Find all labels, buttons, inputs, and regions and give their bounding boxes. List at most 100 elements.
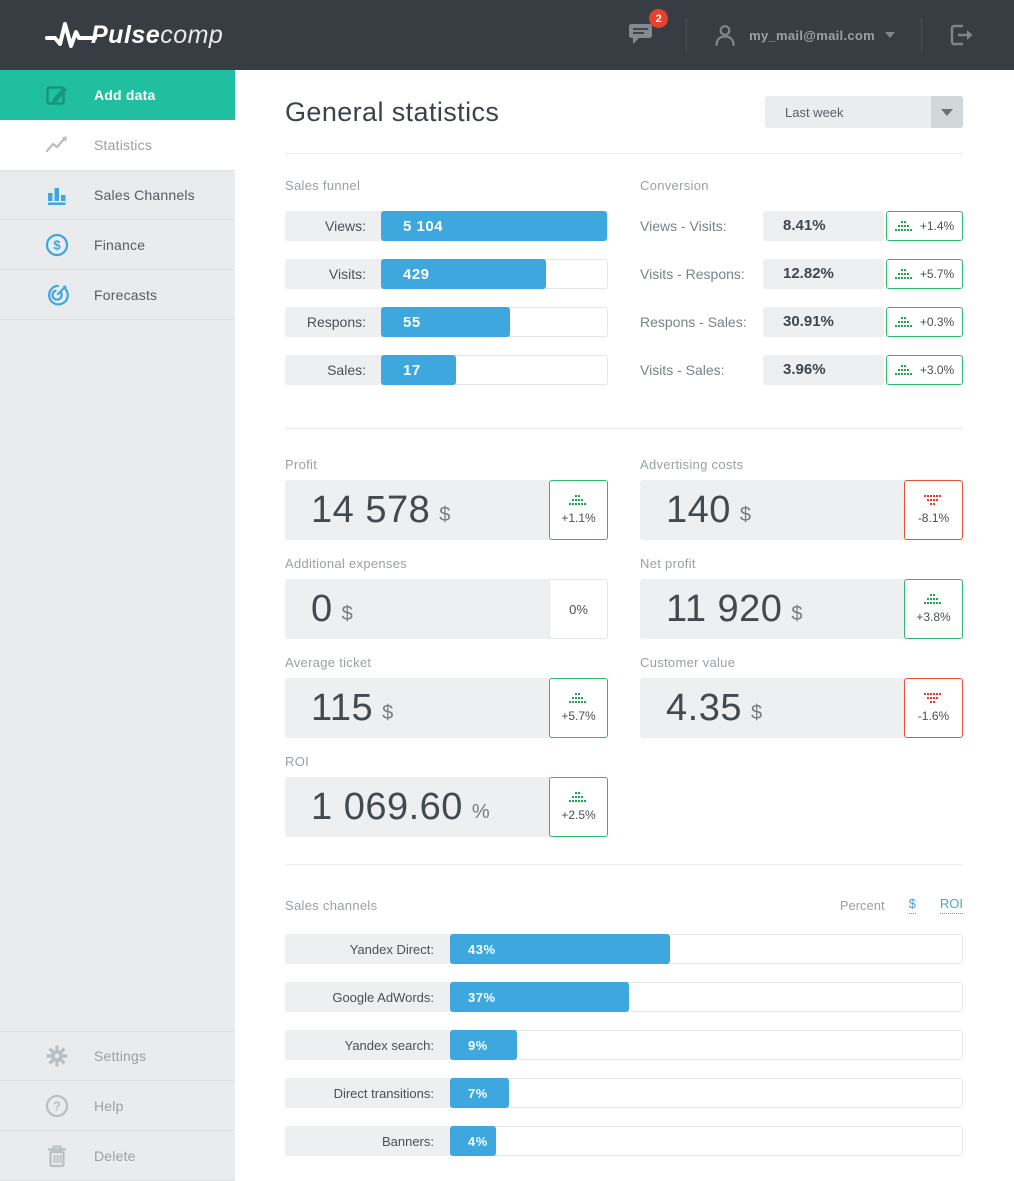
edit-icon bbox=[44, 83, 70, 107]
period-select-value: Last week bbox=[785, 104, 844, 120]
svg-text:?: ? bbox=[53, 1098, 61, 1113]
channel-bar-fill: 7% bbox=[450, 1078, 509, 1108]
trend-badge: -8.1% bbox=[904, 480, 963, 540]
user-email: my_mail@mail.com bbox=[749, 27, 875, 43]
help-icon: ? bbox=[44, 1094, 70, 1118]
trend-badge: +1.1% bbox=[549, 480, 608, 540]
trend-badge: -1.6% bbox=[904, 678, 963, 738]
kpi-value-box: 1 069.60 % +2.5% bbox=[285, 777, 608, 837]
kpi-advertising-costs: Advertising costs 140 $ -8.1% bbox=[640, 457, 963, 540]
conversion-value: 8.41% bbox=[763, 211, 884, 241]
conversion-section: Conversion Views - Visits: 8.41% +1.4% V… bbox=[640, 178, 963, 385]
pulse-logo-icon bbox=[45, 22, 97, 48]
target-icon bbox=[44, 283, 70, 307]
funnel-bar-fill: 17 bbox=[381, 355, 456, 385]
section-heading: Sales funnel bbox=[285, 178, 361, 193]
kpi-customer-value: Customer value 4.35 $ -1.6% bbox=[640, 655, 963, 738]
sidebar-item-delete[interactable]: Delete bbox=[0, 1131, 235, 1181]
funnel-bar-track: 5 104 bbox=[381, 211, 608, 241]
kpi-value-box: 14 578 $ +1.1% bbox=[285, 480, 608, 540]
section-heading: Sales channels bbox=[285, 897, 378, 913]
channel-row-google-adwords: Google AdWords: 37% bbox=[285, 982, 963, 1012]
trend-up-icon bbox=[894, 316, 914, 328]
sales-channels-section: Sales channels Percent $ ROI Yandex Dire… bbox=[285, 896, 963, 1156]
funnel-bar-fill: 429 bbox=[381, 259, 546, 289]
gear-icon bbox=[44, 1044, 70, 1068]
conversion-row: Visits - Respons: 12.82% +5.7% bbox=[640, 259, 963, 289]
kpi-roi: ROI 1 069.60 % +2.5% bbox=[285, 754, 608, 837]
channel-bar-track: 4% bbox=[450, 1126, 963, 1156]
main-content: General statistics Last week Sales funne… bbox=[235, 70, 1014, 1181]
conversion-value: 30.91% bbox=[763, 307, 884, 337]
sales-funnel-section: Sales funnel Views: 5 104 Visits: 429 bbox=[285, 178, 608, 385]
mode-roi[interactable]: ROI bbox=[939, 896, 963, 914]
sidebar-item-forecasts[interactable]: Forecasts bbox=[0, 270, 235, 320]
funnel-row-respons: Respons: 55 bbox=[285, 307, 608, 337]
mode-percent[interactable]: Percent bbox=[839, 897, 885, 913]
mode-dollar[interactable]: $ bbox=[908, 896, 916, 914]
trend-down-icon bbox=[924, 495, 943, 506]
user-menu[interactable]: my_mail@mail.com bbox=[713, 23, 895, 47]
kpi-value-box: 0 $ 0% bbox=[285, 579, 608, 639]
select-arrow-button[interactable] bbox=[931, 96, 963, 128]
channel-row-yandex-search: Yandex search: 9% bbox=[285, 1030, 963, 1060]
kpi-value-box: 140 $ -8.1% bbox=[640, 480, 963, 540]
funnel-bar-fill: 5 104 bbox=[381, 211, 607, 241]
sidebar-item-help[interactable]: ? Help bbox=[0, 1081, 235, 1131]
funnel-bar-fill: 55 bbox=[381, 307, 510, 337]
trend-badge: 0% bbox=[549, 579, 608, 639]
period-select[interactable]: Last week bbox=[765, 96, 963, 128]
sidebar: Add data Statistics bbox=[0, 70, 235, 1181]
kpi-net-profit: Net profit 11 920 $ +3.8% bbox=[640, 556, 963, 639]
trend-badge: +5.7% bbox=[549, 678, 608, 738]
channel-row-direct-transitions: Direct transitions: 7% bbox=[285, 1078, 963, 1108]
sidebar-item-add-data[interactable]: Add data bbox=[0, 70, 235, 120]
svg-text:$: $ bbox=[53, 237, 61, 252]
kpi-value-box: 115 $ +5.7% bbox=[285, 678, 608, 738]
trend-badge: +1.4% bbox=[886, 211, 963, 241]
trend-up-icon bbox=[924, 594, 943, 605]
sidebar-item-statistics[interactable]: Statistics bbox=[0, 120, 235, 170]
header-divider bbox=[921, 18, 922, 52]
dollar-circle-icon: $ bbox=[44, 233, 70, 257]
bar-chart-icon bbox=[44, 184, 70, 206]
trend-badge: +0.3% bbox=[886, 307, 963, 337]
line-chart-icon bbox=[44, 134, 70, 156]
conversion-row: Visits - Sales: 3.96% +3.0% bbox=[640, 355, 963, 385]
conversion-value: 3.96% bbox=[763, 355, 884, 385]
kpi-profit: Profit 14 578 $ +1.1% bbox=[285, 457, 608, 540]
notification-badge: 2 bbox=[649, 9, 669, 28]
channel-bar-track: 7% bbox=[450, 1078, 963, 1108]
chevron-down-icon bbox=[941, 108, 953, 116]
trend-badge: +2.5% bbox=[549, 777, 608, 837]
kpi-average-ticket: Average ticket 115 $ +5.7% bbox=[285, 655, 608, 738]
trend-up-icon bbox=[894, 268, 914, 280]
channel-bar-fill: 43% bbox=[450, 934, 671, 964]
logo[interactable]: Pulsecomp bbox=[45, 18, 223, 52]
message-icon bbox=[629, 24, 653, 44]
logo-text: Pulsecomp bbox=[91, 20, 224, 49]
trash-icon bbox=[44, 1144, 70, 1168]
sidebar-item-finance[interactable]: $ Finance bbox=[0, 220, 235, 270]
logout-button[interactable] bbox=[948, 23, 976, 47]
channel-mode-switch: Percent $ ROI bbox=[840, 896, 963, 914]
sidebar-item-sales-channels[interactable]: Sales Channels bbox=[0, 170, 235, 220]
messages-button[interactable]: 2 bbox=[628, 9, 669, 52]
logout-icon bbox=[950, 24, 973, 46]
channel-bar-track: 43% bbox=[450, 934, 963, 964]
channel-bar-fill: 9% bbox=[450, 1030, 517, 1060]
page-title: General statistics bbox=[285, 96, 500, 127]
channel-bar-track: 9% bbox=[450, 1030, 963, 1060]
header-divider bbox=[686, 18, 688, 52]
kpi-value-box: 4.35 $ -1.6% bbox=[640, 678, 963, 738]
trend-badge: +3.0% bbox=[886, 355, 963, 385]
sidebar-item-settings[interactable]: Settings bbox=[0, 1031, 235, 1081]
channel-bar-fill: 37% bbox=[450, 982, 630, 1012]
trend-up-icon bbox=[569, 495, 588, 506]
chevron-down-icon bbox=[885, 32, 895, 38]
funnel-row-views: Views: 5 104 bbox=[285, 211, 608, 241]
funnel-bar-track: 429 bbox=[381, 259, 608, 289]
divider bbox=[285, 864, 963, 865]
conversion-value: 12.82% bbox=[763, 259, 884, 289]
